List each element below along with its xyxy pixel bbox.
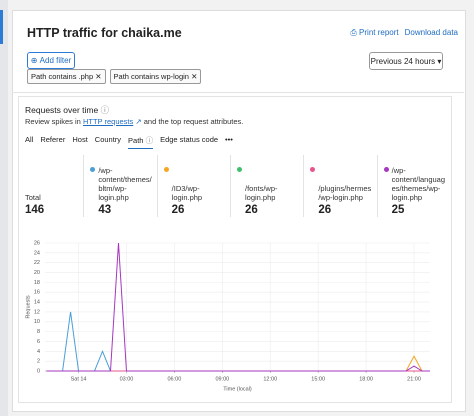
header-links: ⎙ Print report Download data (350, 28, 458, 38)
stat: /wp-content/languages/themes/wp-login.ph… (376, 155, 450, 217)
desc-text: and the top request attributes. (143, 117, 244, 126)
legend-dot (236, 167, 242, 172)
legend-label: /plugins/hermes/wp-login.php (318, 184, 372, 202)
y-tick-label: 4 (37, 349, 40, 355)
stat-value: 26 (171, 204, 185, 216)
x-tick-label: 15:00 (311, 376, 325, 382)
legend-dot (383, 167, 389, 172)
legend-label: /ID3/wp-login.php (171, 184, 203, 202)
stat-total: Total 146 (18, 155, 83, 217)
x-tick-label: 03:00 (120, 376, 134, 382)
print-link[interactable]: ⎙ Print report (350, 28, 399, 37)
stat: /wp-content/themes/bltm/wp-login.php 43 (83, 155, 156, 217)
y-tick-label: 6 (37, 339, 40, 345)
range-select[interactable]: Previous 24 hours ▾ (369, 52, 443, 70)
tab[interactable]: Referer (40, 135, 66, 144)
legend-label: /fonts/wp-login.php (244, 184, 278, 202)
stat-label: Total (25, 193, 41, 202)
series-line (46, 242, 430, 372)
series-line (46, 355, 430, 372)
y-tick-label: 12 (34, 309, 40, 315)
info-icon: ⓘ (143, 136, 154, 145)
stat-value: 146 (25, 204, 45, 216)
filter-chip[interactable]: Path contains .php ✕ (27, 69, 106, 84)
filter-chip[interactable]: Path contains wp-login ✕ (109, 69, 202, 84)
stat-value: 43 (98, 204, 112, 216)
y-tick-label: 14 (34, 300, 40, 306)
tab[interactable]: All (25, 135, 34, 144)
y-tick-label: 10 (34, 319, 40, 325)
stat-value: 26 (318, 204, 332, 216)
x-tick-label: 09:00 (215, 376, 229, 382)
y-tick-label: 2 (37, 359, 40, 365)
button-text[interactable]: Add filter (39, 56, 72, 65)
y-tick-label: 18 (34, 280, 40, 286)
legend-dot (310, 167, 316, 172)
stat: /plugins/hermes/wp-login.php 26 (303, 155, 376, 217)
external-icon: ↗ (135, 117, 142, 126)
y-axis-title: Requests (25, 295, 31, 318)
stats-row: Total 146 /wp-content/themes/bltm/wp-log… (18, 155, 450, 217)
legend-dot (90, 167, 96, 172)
chip-text[interactable]: Path contains .php (31, 72, 94, 81)
tab[interactable]: Edge status code (160, 135, 219, 144)
sidebar (0, 0, 8, 416)
tabs: All Referer Host Country Path ⓘ Edge status c… (25, 135, 233, 149)
more-tabs[interactable]: ••• (225, 135, 233, 144)
link-text[interactable]: Print report (359, 28, 399, 37)
x-tick-label: 12:00 (263, 376, 277, 382)
y-tick-label: 22 (34, 260, 40, 266)
x-tick-label: Sat 14 (71, 376, 87, 382)
x-tick-label: 21:00 (407, 376, 421, 382)
page-title: HTTP traffic for chaika.me (27, 26, 182, 40)
stat: /ID3/wp-login.php 26 (156, 155, 230, 217)
x-tick-label: 06:00 (168, 376, 182, 382)
divider (12, 92, 464, 93)
tab[interactable]: Path ⓘ (128, 135, 154, 149)
y-tick-label: 24 (34, 250, 40, 256)
legend-label: /wp-content/languages/themes/wp-login.ph… (391, 166, 446, 202)
y-tick-label: 16 (34, 290, 40, 296)
tab[interactable]: Country (94, 135, 122, 144)
y-tick-label: 26 (34, 240, 40, 246)
sidebar-selection (0, 10, 3, 44)
download-link[interactable]: Download data (404, 28, 458, 37)
stat: /fonts/wp-login.php 26 (229, 155, 303, 217)
y-tick-label: 8 (37, 329, 40, 335)
x-tick-label: 18:00 (359, 376, 373, 382)
stat-value: 25 (391, 204, 405, 216)
legend-dot (163, 167, 169, 172)
legend-label: /wp-content/themes/bltm/wp-login.php (98, 166, 152, 202)
card (18, 96, 452, 403)
stat-value: 26 (244, 204, 258, 216)
y-tick-label: 0 (37, 368, 40, 374)
chip-text[interactable]: Path contains wp-login (113, 72, 189, 81)
desc-link[interactable]: HTTP requests (82, 117, 134, 126)
x-axis-title: Time (local) (223, 386, 252, 392)
filter-chips: Path contains .php ✕ Path contains wp-lo… (27, 69, 202, 84)
y-tick-label: 20 (34, 270, 40, 276)
section-description: Review spikes in HTTP requests ↗ and the… (25, 117, 243, 126)
add-filter-button[interactable]: ⊕ Add filter (27, 52, 75, 69)
info-icon[interactable]: ⓘ (100, 105, 110, 115)
section-title: Requests over time ⓘ (25, 104, 109, 116)
range-text[interactable]: Previous 24 hours (370, 56, 436, 66)
tab[interactable]: Host (72, 135, 88, 144)
title-text: Requests over time (25, 105, 99, 115)
desc-text: Review spikes in (25, 117, 81, 126)
